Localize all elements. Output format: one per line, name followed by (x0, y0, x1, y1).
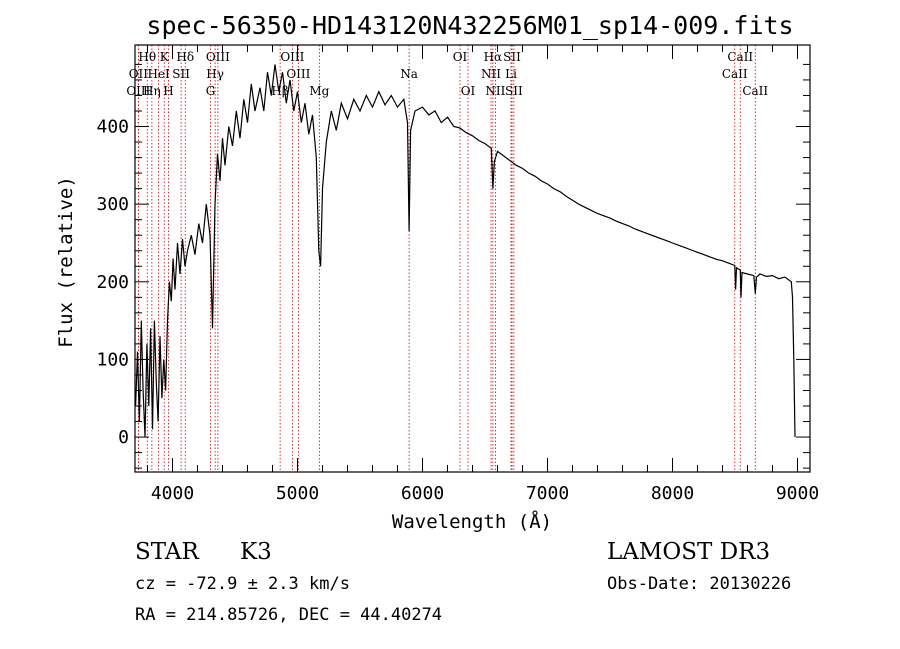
y-tick-label: 0 (118, 427, 129, 448)
coordinates: RA = 214.85726, DEC = 44.40274 (135, 605, 442, 625)
line-marker-label: Li (505, 67, 517, 81)
line-marker-label: OIII (206, 50, 230, 64)
subclass: K3 (240, 539, 272, 565)
spectrum-plot (135, 64, 796, 438)
line-marker-label: CaII (727, 50, 753, 64)
line-marker-label: OIII (286, 67, 310, 81)
line-marker-label: SII (505, 84, 523, 98)
line-marker-label: Mg (309, 84, 329, 98)
line-marker-label: SII (503, 50, 521, 64)
line-marker-label: OIII (280, 50, 304, 64)
line-marker-label: NII (481, 67, 501, 81)
line-marker-label: SII (172, 67, 190, 81)
flux-series-line (135, 64, 796, 438)
line-marker-label: NII (485, 84, 505, 98)
x-axis-label: Wavelength (Å) (392, 510, 552, 533)
line-marker-label: OIII (126, 84, 150, 98)
line-marker-label: Na (400, 67, 418, 81)
line-marker-label: CaII (722, 67, 748, 81)
line-marker-label: G (206, 84, 216, 98)
line-marker-label: Hη (143, 84, 161, 98)
line-marker-label: Hα (484, 50, 503, 64)
x-tick-label: 5000 (276, 483, 319, 504)
x-tick-label: 4000 (151, 483, 194, 504)
x-tick-label: 9000 (776, 483, 819, 504)
survey-name: LAMOST DR3 (607, 539, 770, 565)
x-tick-label: 7000 (526, 483, 569, 504)
y-tick-label: 100 (96, 349, 129, 370)
line-marker-label: HeI (147, 67, 170, 81)
chart-title: spec-56350-HD143120N432256M01_sp14-009.f… (146, 11, 793, 40)
line-marker-label: Hδ (176, 50, 194, 64)
y-tick-label: 300 (96, 194, 129, 215)
line-marker-label: Hθ (138, 50, 156, 64)
x-tick-label: 8000 (651, 483, 694, 504)
redshift-readout: cz = -72.9 ± 2.3 km/s (135, 574, 350, 594)
obs-date: Obs-Date: 20130226 (607, 574, 791, 594)
y-tick-label: 400 (96, 117, 129, 138)
x-tick-label: 6000 (401, 483, 444, 504)
y-tick-label: 200 (96, 272, 129, 293)
axes (134, 44, 811, 473)
plot-frame (134, 44, 811, 473)
line-marker-label: CaII (742, 84, 768, 98)
line-marker-label: OI (453, 50, 468, 64)
line-marker-label: OI (461, 84, 476, 98)
ticks: 4000 5000 6000 7000 8000 9000 0 100 200 300 400 (96, 45, 819, 504)
object-class: STAR (135, 539, 199, 565)
line-marker-label: Hγ (206, 67, 224, 81)
y-axis-label: Flux (relative) (55, 176, 77, 348)
line-marker-label: K (160, 50, 170, 64)
line-marker-label: H (163, 84, 173, 98)
